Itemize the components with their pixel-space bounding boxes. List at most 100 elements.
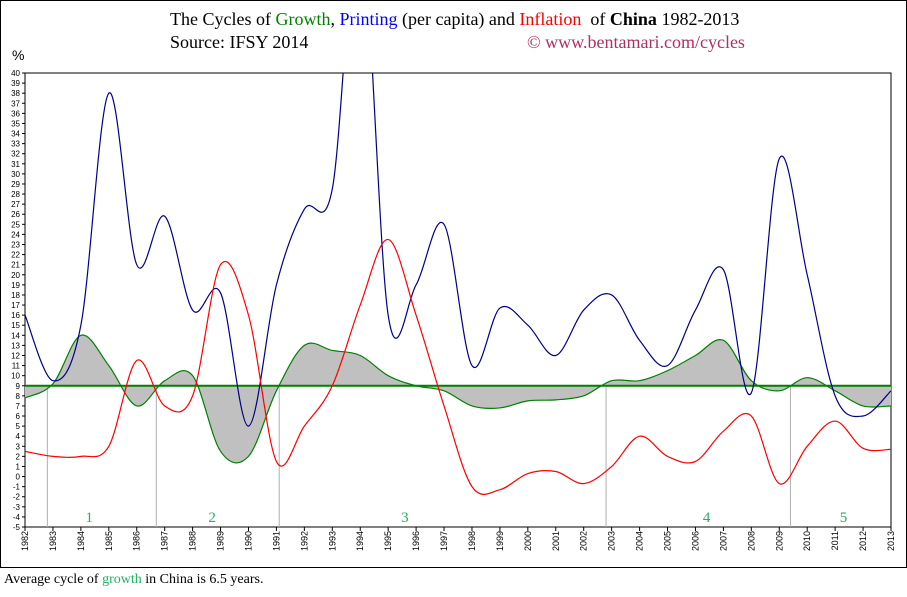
cycle-label: 5 <box>840 510 848 526</box>
y-tick-label: 33 <box>11 140 20 149</box>
y-tick-label: -1 <box>13 483 21 492</box>
title-text: 1982-2013 <box>656 9 740 29</box>
x-tick-label: 2005 <box>663 531 673 551</box>
x-tick-label: 2010 <box>802 531 812 551</box>
y-tick-label: 27 <box>11 200 20 209</box>
y-tick-label: 25 <box>11 220 20 229</box>
y-tick-label: 21 <box>11 261 20 270</box>
x-tick-label: 1994 <box>355 531 365 551</box>
y-tick-label: 2 <box>16 452 21 461</box>
footer-note: Average cycle of growth in China is 6.5 … <box>4 572 263 588</box>
x-tick-label: 2004 <box>635 531 645 551</box>
y-tick-label: 0 <box>16 473 21 482</box>
y-tick-label: 4 <box>16 432 21 441</box>
title-growth: Growth <box>275 9 331 29</box>
x-tick-label: 2007 <box>718 531 728 551</box>
source-label: Source: IFSY 2014 <box>170 32 309 52</box>
x-tick-label: 2001 <box>551 531 561 551</box>
x-tick-label: 1983 <box>48 531 58 551</box>
x-tick-label: 1986 <box>132 531 142 551</box>
plot-background <box>24 72 892 528</box>
y-tick-label: 35 <box>11 119 20 128</box>
y-tick-label: 14 <box>11 331 20 340</box>
y-tick-label: 10 <box>11 372 20 381</box>
x-tick-label: 1992 <box>299 531 309 551</box>
x-tick-label: 2000 <box>523 531 533 551</box>
x-tick-label: 2012 <box>858 531 868 551</box>
title-text: of <box>581 9 610 29</box>
x-tick-label: 2013 <box>886 531 896 551</box>
x-tick-label: 1993 <box>327 531 337 551</box>
footer-text: Average cycle of <box>4 572 103 587</box>
y-tick-label: 5 <box>16 422 21 431</box>
x-tick-label: 1998 <box>467 531 477 551</box>
x-tick-label: 1997 <box>439 531 449 551</box>
y-tick-label: 1 <box>16 462 21 471</box>
cycle-label: 2 <box>208 510 216 526</box>
x-tick-label: 2009 <box>774 531 784 551</box>
y-tick-label: 12 <box>11 351 20 360</box>
copyright-link[interactable]: © www.bentamari.com/cycles <box>527 32 745 52</box>
y-tick-label: 37 <box>11 99 20 108</box>
y-tick-label: 26 <box>11 210 20 219</box>
x-tick-label: 1984 <box>76 531 86 551</box>
y-tick-label: 39 <box>11 79 20 88</box>
y-tick-label: 29 <box>11 180 20 189</box>
inflation-line <box>25 238 891 495</box>
y-tick-label: 3 <box>16 442 21 451</box>
title-china: China <box>609 9 657 29</box>
x-tick-label: 2003 <box>607 531 617 551</box>
cycle-label: 1 <box>86 510 94 526</box>
y-tick-label: 6 <box>16 412 21 421</box>
x-tick-label: 1996 <box>411 531 421 551</box>
y-tick-label: 28 <box>11 190 20 199</box>
y-tick-label: -2 <box>13 493 21 502</box>
y-tick-label: 22 <box>11 251 20 260</box>
x-tick-label: 1995 <box>383 531 393 551</box>
series-group <box>25 73 891 527</box>
y-tick-label: 24 <box>11 230 20 239</box>
y-tick-label: 13 <box>11 341 20 350</box>
x-tick-label: 1987 <box>160 531 170 551</box>
title-inflation: Inflation <box>519 9 582 29</box>
x-tick-label: 1985 <box>104 531 114 551</box>
x-tick-label: 2011 <box>830 531 840 550</box>
y-tick-label: 34 <box>11 130 20 139</box>
y-tick-label: 36 <box>11 109 20 118</box>
y-tick-label: 15 <box>11 321 20 330</box>
y-tick-label: 40 <box>11 69 20 78</box>
cycle-label: 4 <box>703 510 711 526</box>
x-tick-label: 1989 <box>216 531 226 551</box>
y-tick-label: -3 <box>13 503 21 512</box>
growth-line <box>25 334 891 464</box>
x-tick-label: 1982 <box>20 531 30 551</box>
y-tick-label: -5 <box>13 523 21 532</box>
x-tick-label: 1988 <box>188 531 198 551</box>
y-tick-label: 31 <box>11 160 20 169</box>
title-text: (per capita) and <box>397 9 520 29</box>
title-text: , <box>330 9 340 29</box>
printing-line <box>25 73 891 427</box>
y-tick-label: 16 <box>11 311 20 320</box>
y-tick-label: 32 <box>11 150 20 159</box>
x-tick-label: 1991 <box>271 531 281 551</box>
y-tick-label: 18 <box>11 291 20 300</box>
x-tick-label: 1990 <box>243 531 253 551</box>
y-tick-label: 7 <box>16 402 21 411</box>
title-text: The Cycles of <box>170 9 276 29</box>
y-tick-label: 9 <box>16 382 21 391</box>
chart-title: The Cycles of Growth, Printing (per capi… <box>170 9 739 30</box>
y-tick-label: 19 <box>11 281 20 290</box>
y-tick-label: -4 <box>13 513 21 522</box>
y-axis-unit: % <box>12 47 25 63</box>
x-tick-label: 2008 <box>746 531 756 551</box>
y-tick-label: 8 <box>16 392 21 401</box>
y-tick-label: 17 <box>11 301 20 310</box>
y-tick-label: 20 <box>11 271 20 280</box>
y-tick-label: 11 <box>12 362 21 371</box>
x-tick-label: 2002 <box>579 531 589 551</box>
cycle-label: 3 <box>401 510 409 526</box>
y-tick-label: 23 <box>11 241 20 250</box>
